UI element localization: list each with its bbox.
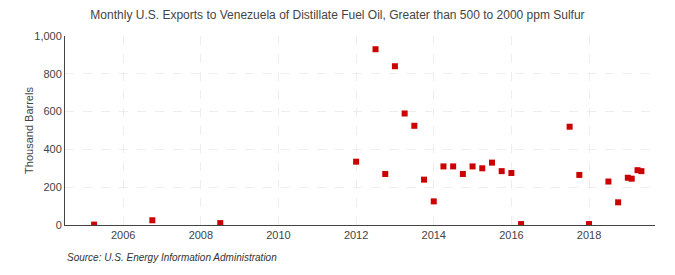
svg-text:Source: U.S. Energy Informatio: Source: U.S. Energy Information Administ… xyxy=(67,252,277,263)
svg-text:2008: 2008 xyxy=(189,229,213,241)
svg-text:600: 600 xyxy=(43,105,61,117)
svg-text:800: 800 xyxy=(43,68,61,80)
svg-text:2014: 2014 xyxy=(422,229,446,241)
svg-text:2006: 2006 xyxy=(111,229,135,241)
svg-text:Monthly U.S. Exports to Venezu: Monthly U.S. Exports to Venezuela of Dis… xyxy=(90,8,584,22)
svg-text:Thousand Barrels: Thousand Barrels xyxy=(23,87,35,174)
svg-text:2016: 2016 xyxy=(499,229,523,241)
svg-text:200: 200 xyxy=(43,181,61,193)
svg-text:2018: 2018 xyxy=(577,229,601,241)
svg-text:2012: 2012 xyxy=(344,229,368,241)
svg-text:2010: 2010 xyxy=(266,229,290,241)
svg-text:1,000: 1,000 xyxy=(34,30,62,42)
svg-text:400: 400 xyxy=(43,143,61,155)
svg-text:0: 0 xyxy=(56,219,62,231)
